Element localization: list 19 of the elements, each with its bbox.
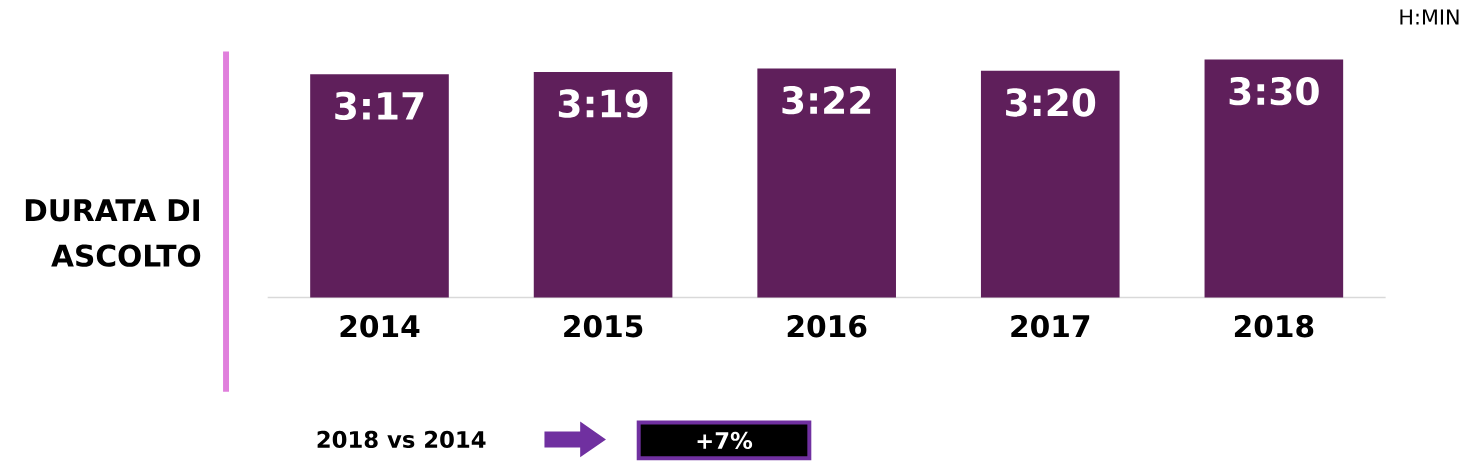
data-label: 3:19 [558, 89, 648, 118]
bar [980, 70, 1120, 298]
bar [757, 68, 896, 298]
x-tick-label: 2014 [340, 314, 420, 338]
data-label: 3:22 [782, 85, 871, 115]
x-tick-label: 2018 [1234, 314, 1314, 338]
text: H:MIN [1400, 9, 1459, 25]
text: 2018 vs 2014 [317, 430, 486, 448]
data-label: 3:17 [335, 91, 424, 120]
bar [310, 74, 449, 298]
bar [533, 71, 673, 298]
data-label: 3:30 [1229, 76, 1319, 106]
x-tick-label: 2017 [1011, 314, 1090, 338]
text: +7% [697, 431, 753, 449]
y-axis-title: DURATA DI ASCOLTO [25, 199, 201, 267]
bar [1204, 59, 1344, 298]
data-label: 3:20 [1006, 88, 1096, 117]
x-tick-label: 2015 [564, 314, 643, 338]
x-tick-label: 2016 [787, 314, 867, 338]
